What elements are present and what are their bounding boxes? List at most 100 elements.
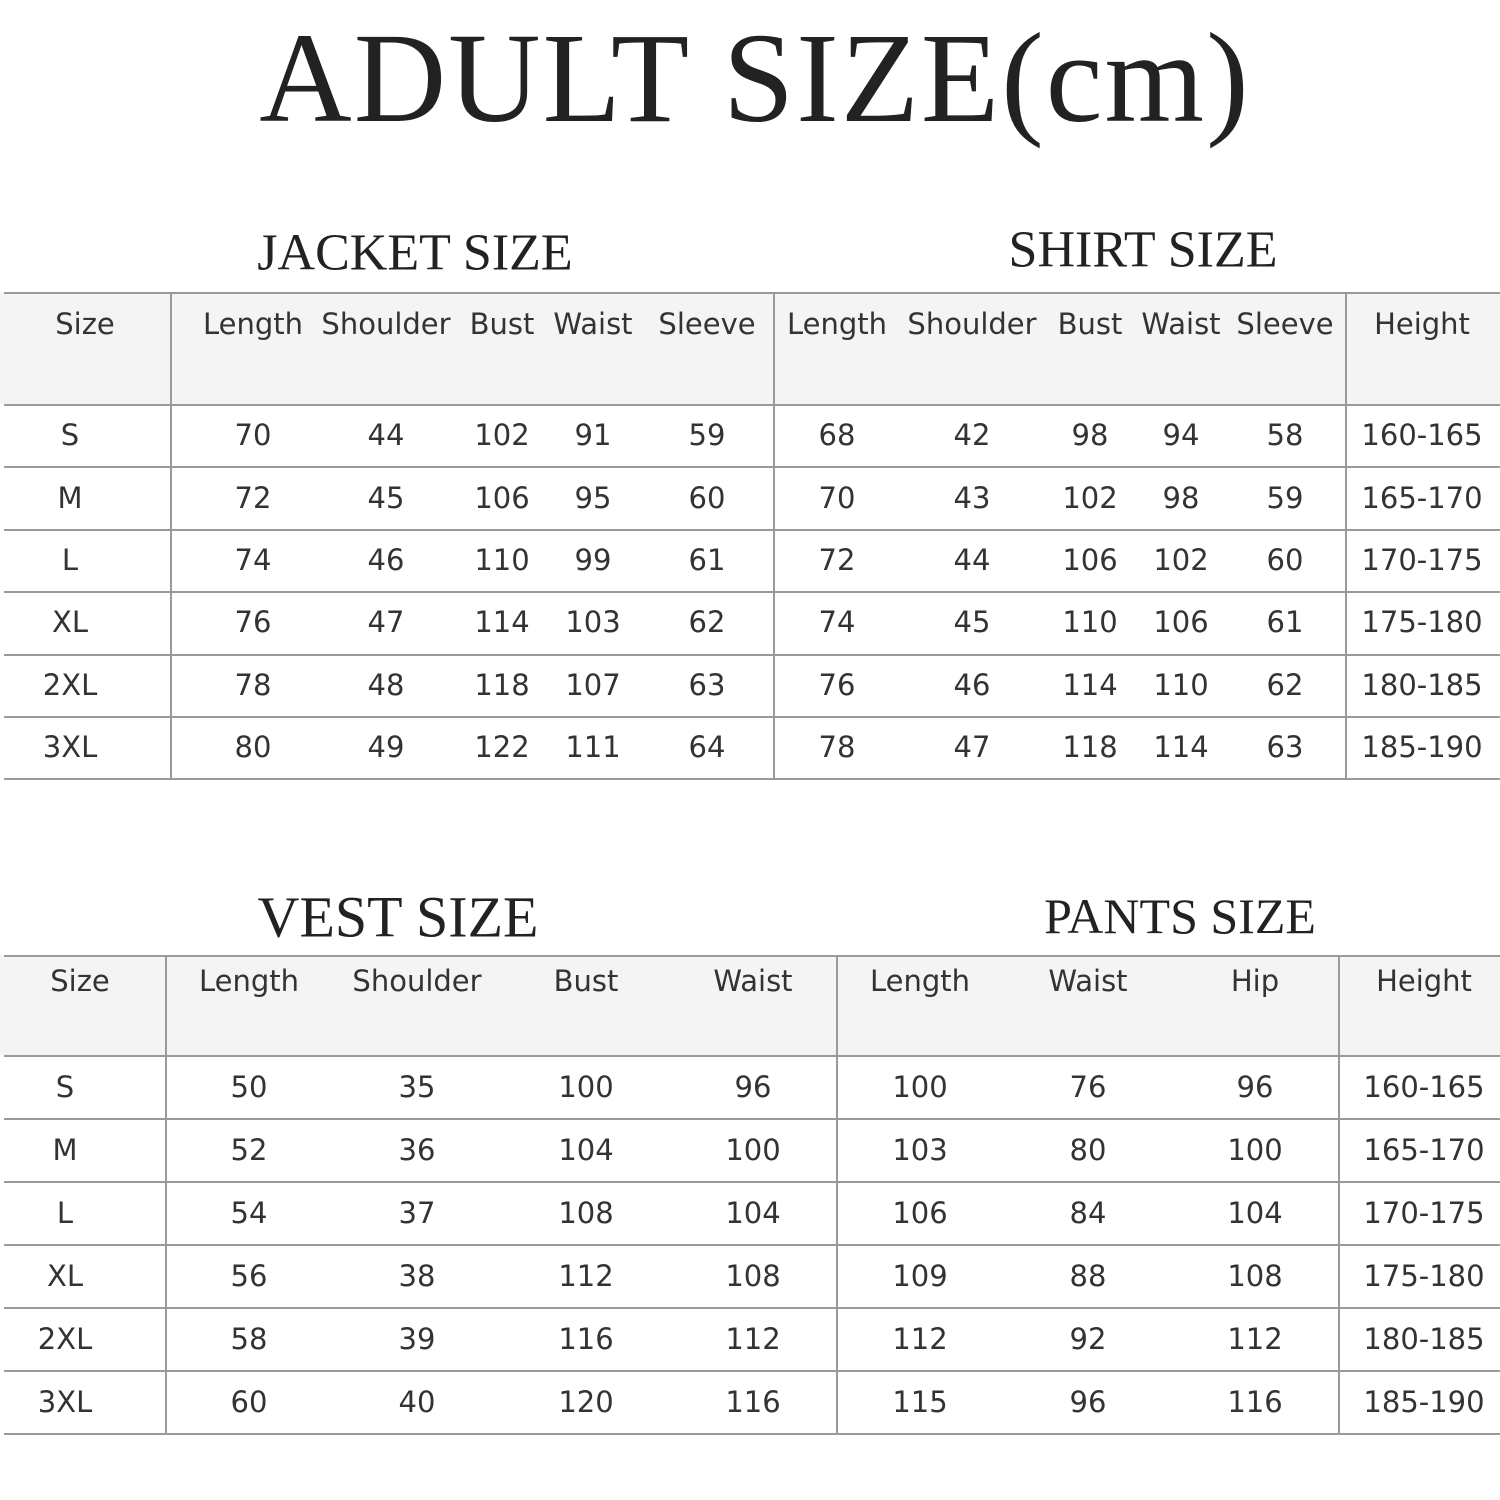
table-cell: 44	[953, 543, 991, 577]
table-cell: 99	[574, 543, 612, 577]
table-cell: 185-190	[1361, 730, 1483, 765]
table-cell: 95	[574, 480, 612, 515]
table-cell: 112	[558, 1258, 614, 1293]
table-cell: 44	[367, 418, 405, 453]
table-cell: 62	[688, 605, 726, 640]
table-cell: 46	[953, 667, 991, 702]
table-cell: 96	[1236, 1069, 1274, 1104]
column-header: Shoulder	[321, 307, 451, 341]
size-label: XL	[51, 605, 89, 640]
column-border	[1345, 292, 1347, 779]
column-border	[773, 292, 775, 779]
size-label: 3XL	[37, 1384, 93, 1419]
table-cell: 170-175	[1361, 543, 1483, 577]
table-border	[4, 955, 1500, 957]
table-cell: 80	[234, 730, 272, 765]
size-label: 2XL	[37, 1321, 93, 1356]
table-cell: 92	[1069, 1321, 1107, 1356]
column-header: Height	[1374, 307, 1470, 341]
column-header: Waist	[1141, 307, 1221, 341]
table-cell: 102	[1153, 543, 1209, 577]
table-cell: 120	[558, 1384, 614, 1419]
table-cell: 111	[565, 730, 621, 765]
column-border	[1338, 955, 1340, 1433]
table-cell: 50	[230, 1069, 268, 1104]
table-cell: 36	[398, 1132, 436, 1167]
table-cell: 180-185	[1361, 667, 1483, 702]
column-header: Height	[1376, 964, 1472, 998]
table-cell: 47	[953, 730, 991, 765]
row-border	[4, 1370, 1500, 1372]
column-header: Hip	[1230, 964, 1280, 998]
table-cell: 39	[398, 1321, 436, 1356]
table-cell: 61	[688, 543, 726, 577]
table-cell: 108	[558, 1195, 614, 1230]
table-cell: 76	[818, 667, 856, 702]
column-header: Size	[50, 964, 110, 998]
table-cell: 96	[1069, 1384, 1107, 1419]
table-cell: 122	[474, 730, 530, 765]
row-border	[4, 778, 1500, 781]
page-title: ADULT SIZE(cm)	[259, 7, 1251, 149]
table-cell: 78	[818, 730, 856, 765]
table-cell: 114	[474, 605, 530, 640]
table-cell: 48	[367, 667, 405, 702]
table-cell: 42	[953, 418, 991, 453]
column-header: Length	[202, 307, 304, 341]
table-cell: 62	[1266, 667, 1304, 702]
table-cell: 64	[688, 730, 726, 765]
row-border	[4, 591, 1500, 594]
table-cell: 185-190	[1363, 1384, 1485, 1419]
row-border	[4, 466, 1500, 469]
table-cell: 116	[1227, 1384, 1283, 1419]
size-label: XL	[46, 1258, 84, 1293]
table-cell: 112	[892, 1321, 948, 1356]
table-cell: 110	[1153, 667, 1209, 702]
table-cell: 100	[725, 1132, 781, 1167]
table-cell: 94	[1162, 418, 1200, 453]
table-cell: 84	[1069, 1195, 1107, 1230]
table-cell: 170-175	[1363, 1195, 1485, 1230]
table-cell: 175-180	[1363, 1258, 1485, 1293]
table-cell: 63	[1266, 730, 1304, 765]
table-cell: 103	[565, 605, 621, 640]
column-header: Length	[869, 964, 971, 998]
table-cell: 46	[367, 543, 405, 577]
table-cell: 112	[1227, 1321, 1283, 1356]
table-cell: 58	[230, 1321, 268, 1356]
size-label: M	[52, 1132, 78, 1167]
table-cell: 80	[1069, 1132, 1107, 1167]
section-heading: SHIRT SIZE	[1008, 221, 1278, 279]
table-cell: 104	[725, 1195, 781, 1230]
table-cell: 160-165	[1363, 1069, 1485, 1104]
table-cell: 54	[230, 1195, 268, 1230]
row-border	[4, 1118, 1500, 1120]
table-cell: 37	[398, 1195, 436, 1230]
row-border	[4, 716, 1500, 718]
column-border	[165, 955, 167, 1433]
table-cell: 68	[818, 418, 856, 453]
table-cell: 59	[1266, 480, 1304, 515]
column-header: Bust	[1057, 307, 1123, 341]
column-header: Bust	[469, 307, 535, 341]
table-cell: 78	[234, 667, 272, 702]
table-cell: 58	[1266, 418, 1304, 453]
size-label: L	[61, 543, 79, 577]
row-border	[4, 653, 1500, 656]
table-cell: 107	[565, 667, 621, 702]
table-cell: 118	[1062, 730, 1118, 765]
table-cell: 112	[725, 1321, 781, 1356]
column-header: Sleeve	[658, 307, 756, 341]
table-cell: 43	[953, 480, 991, 515]
column-header: Shoulder	[352, 964, 482, 998]
header-band	[0, 292, 1500, 404]
table-cell: 110	[1062, 605, 1118, 640]
size-label: S	[55, 1069, 75, 1104]
row-border	[4, 1181, 1500, 1183]
table-cell: 60	[1266, 543, 1304, 577]
size-label: 2XL	[42, 667, 98, 702]
table-border	[4, 404, 1500, 406]
table-cell: 74	[234, 543, 272, 577]
row-border	[4, 1433, 1500, 1435]
table-cell: 70	[234, 418, 272, 453]
